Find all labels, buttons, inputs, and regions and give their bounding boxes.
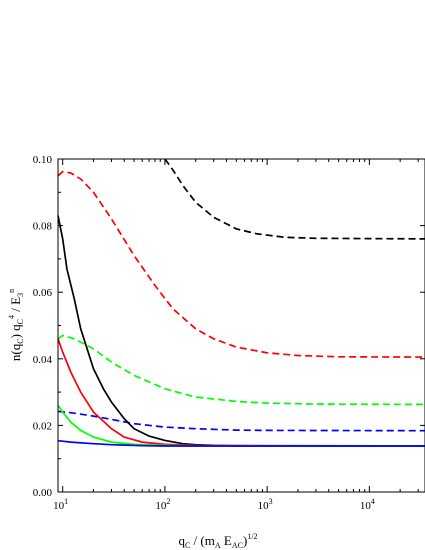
y-axis-title: n(qC) qC4 / E3n [7,289,25,361]
series-line-6 [57,338,425,447]
x-tick-label: 102 [155,497,170,512]
series-line-7 [57,404,425,447]
series-line-1 [164,158,425,240]
x-tick-label: 104 [360,497,375,512]
x-axis-title: qC / (mA EAC)1/2 [178,532,257,550]
x-tick-label: 103 [258,497,273,512]
series-line-4 [57,410,425,432]
series-line-8 [57,439,425,447]
y-tick-label: 0.00 [33,487,53,499]
y-tick-label: 0.04 [33,354,53,366]
series-line-2 [57,170,425,358]
y-tick-label: 0.08 [33,221,53,233]
plot-lines [57,158,425,447]
y-tick-label: 0.10 [33,154,53,166]
x-tick-label: 101 [53,497,68,512]
series-line-3 [57,334,425,406]
y-axis-ticks: 0.00 0.02 0.04 0.06 0.08 0.10 [33,154,425,499]
y-tick-label: 0.06 [33,287,53,299]
series-line-5 [57,215,425,447]
x-axis-ticks: 101 102 103 104 [53,159,419,512]
y-tick-label: 0.02 [33,420,52,432]
